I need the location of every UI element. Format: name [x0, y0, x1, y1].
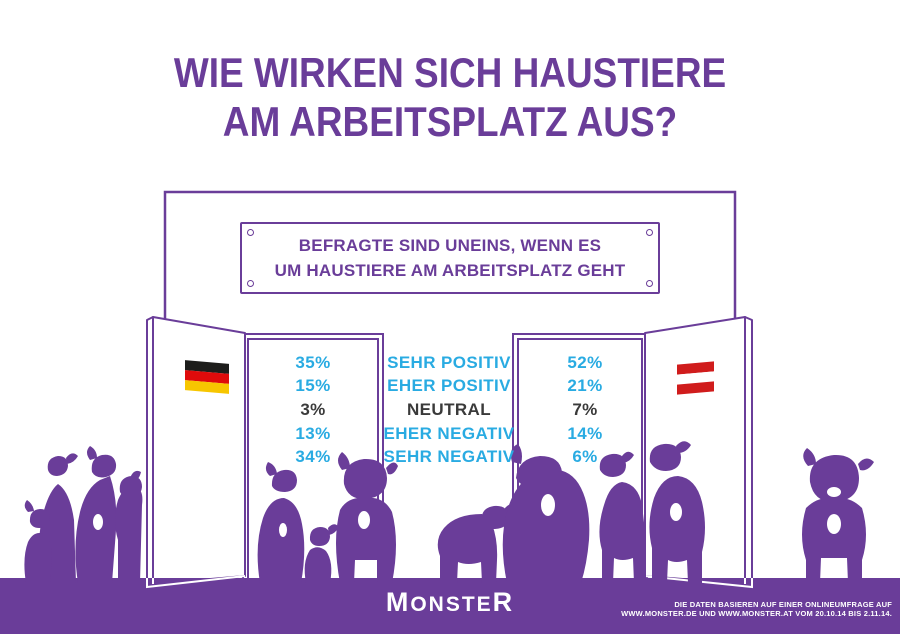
- austrian-flag-icon: [677, 361, 714, 395]
- germany-value: 34%: [295, 447, 331, 467]
- austria-value: 52%: [567, 352, 603, 372]
- monster-logo: MONSTER: [0, 587, 900, 618]
- source-note: DIE DATEN BASIEREN AUF EINER ONLINEUMFRA…: [621, 600, 892, 618]
- germany-value: 3%: [300, 399, 326, 419]
- screw-icon: [247, 229, 254, 236]
- logo-letter-m: M: [385, 587, 411, 617]
- dog-far-right: [802, 448, 874, 583]
- logo-letters-mid: ONSTE: [410, 593, 493, 616]
- sign-line-2: UM HAUSTIERE AM ARBEITSPLATZ GEHT: [274, 261, 626, 280]
- title-line-1: WIE WIRKEN SICH HAUSTIERE: [173, 49, 727, 96]
- sign-line-1: BEFRAGTE SIND UNEINS, WENN ES: [298, 236, 602, 255]
- dogs-right-doorway-group: [599, 441, 705, 583]
- dog-silhouette: [802, 448, 874, 583]
- attitude-label: NEUTRAL: [406, 399, 491, 419]
- dog-silhouette: [437, 504, 518, 583]
- dog-silhouette: [257, 462, 305, 583]
- attitude-label: SEHR POSITIV: [387, 352, 511, 372]
- screw-icon: [247, 280, 254, 287]
- dog-silhouette: [304, 524, 339, 583]
- source-note-line-1: DIE DATEN BASIEREN AUF EINER ONLINEUMFRA…: [674, 600, 892, 609]
- door-panel-left: [146, 316, 246, 588]
- title-line-2: AM ARBEITSPLATZ AUS?: [222, 98, 678, 145]
- logo-letter-r: R: [492, 587, 515, 617]
- dog-silhouette: [24, 500, 52, 583]
- germany-value: 13%: [295, 423, 331, 443]
- dogs-left-doorway-group: [257, 452, 398, 583]
- germany-value: 15%: [295, 376, 331, 396]
- source-note-line-2: WWW.MONSTER.DE UND WWW.MONSTER.AT VOM 20…: [621, 609, 892, 618]
- screw-icon: [646, 280, 653, 287]
- germany-value: 35%: [295, 352, 331, 372]
- austria-value: 7%: [572, 399, 598, 419]
- german-flag-icon: [185, 360, 229, 394]
- attitude-label: SEHR NEGATIV: [383, 447, 515, 467]
- attitude-label: EHER NEGATIV: [383, 423, 515, 443]
- dogs-center-group: [437, 444, 590, 583]
- attitude-label: EHER POSITIV: [387, 376, 511, 396]
- austria-value: 21%: [567, 376, 603, 396]
- door-bottom-edges: [146, 575, 753, 589]
- results-table: 35% SEHR POSITIV 52% 15% EHER POSITIV 21…: [243, 351, 655, 469]
- dog-silhouette: [115, 470, 143, 583]
- page-title: WIE WIRKEN SICH HAUSTIERE AM ARBEITSPLAT…: [54, 48, 846, 146]
- austria-value: 14%: [567, 423, 603, 443]
- dog-silhouette: [599, 451, 646, 583]
- survey-sign: BEFRAGTE SIND UNEINS, WENN ES UM HAUSTIE…: [240, 222, 660, 294]
- dog-silhouette: [75, 446, 117, 583]
- dogs-left-group: [24, 446, 143, 583]
- screw-icon: [646, 229, 653, 236]
- austria-value: 6%: [572, 447, 598, 467]
